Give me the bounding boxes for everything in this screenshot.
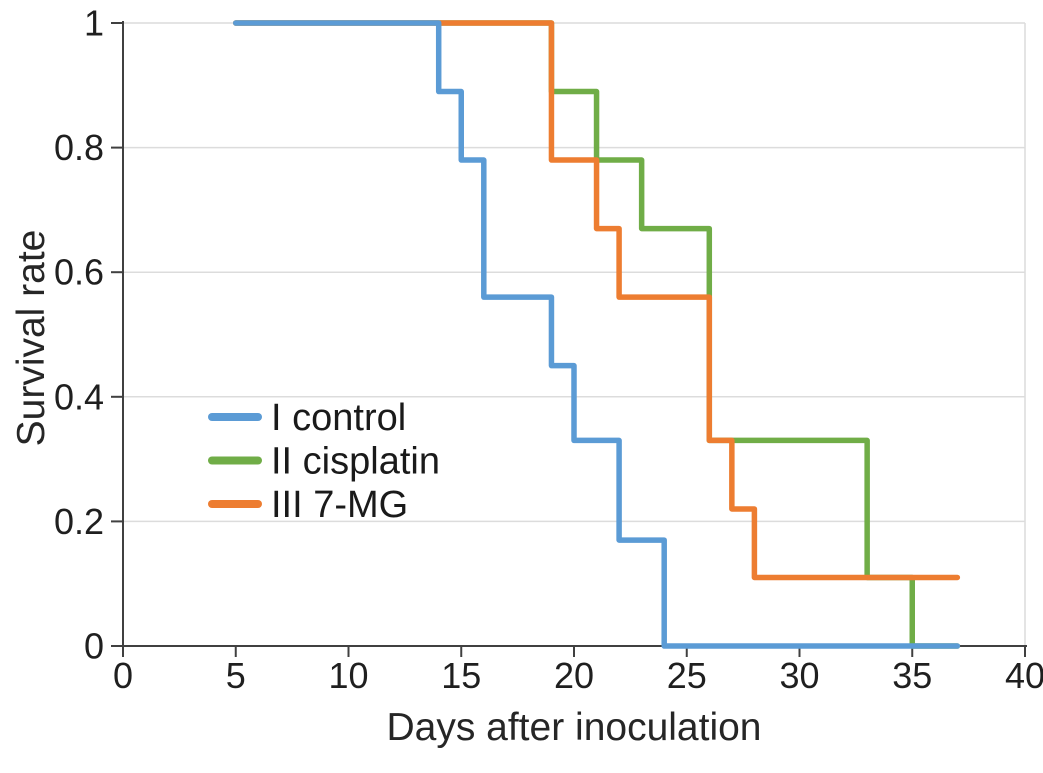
y-axis-tick-labels: 0 0.2 0.4 0.6 0.8 1	[54, 3, 104, 667]
y-tick-label-0.4: 0.4	[54, 376, 104, 417]
x-tick-label-35: 35	[892, 655, 932, 696]
x-tick-label-0: 0	[113, 655, 133, 696]
survival-curve-ii-cisplatin	[233, 20, 961, 649]
legend-label: I control	[271, 397, 406, 439]
axes	[111, 21, 1027, 657]
y-tick-label-0: 0	[84, 626, 104, 667]
y-axis-title: Survival rate	[10, 230, 53, 447]
x-tick-label-40: 40	[1005, 655, 1043, 696]
y-tick-label-0.8: 0.8	[54, 127, 104, 168]
gridlines	[123, 22, 1026, 646]
x-tick-label-10: 10	[328, 655, 368, 696]
x-axis-tick-labels: 0 5 10 15 20 25 30 35 40	[113, 655, 1043, 696]
series-curves	[233, 20, 961, 649]
legend-item-iii-7-mg: III 7-MG	[208, 484, 408, 526]
x-tick-label-30: 30	[779, 655, 819, 696]
y-tick-label-0.6: 0.6	[54, 252, 104, 293]
x-tick-label-20: 20	[554, 655, 594, 696]
y-tick-label-1: 1	[84, 3, 104, 44]
survival-curve-iii-7-mg	[233, 20, 961, 581]
x-tick-label-5: 5	[226, 655, 246, 696]
legend-item-ii-cisplatin: II cisplatin	[208, 441, 440, 483]
legend-label: II cisplatin	[271, 441, 440, 483]
legend-label: III 7-MG	[271, 484, 408, 526]
survival-curve-i-control	[233, 20, 961, 649]
x-tick-label-25: 25	[667, 655, 707, 696]
x-tick-label-15: 15	[441, 655, 481, 696]
legend-item-i-control: I control	[208, 397, 406, 439]
x-axis-title: Days after inoculation	[386, 706, 761, 749]
y-tick-label-0.2: 0.2	[54, 501, 104, 542]
